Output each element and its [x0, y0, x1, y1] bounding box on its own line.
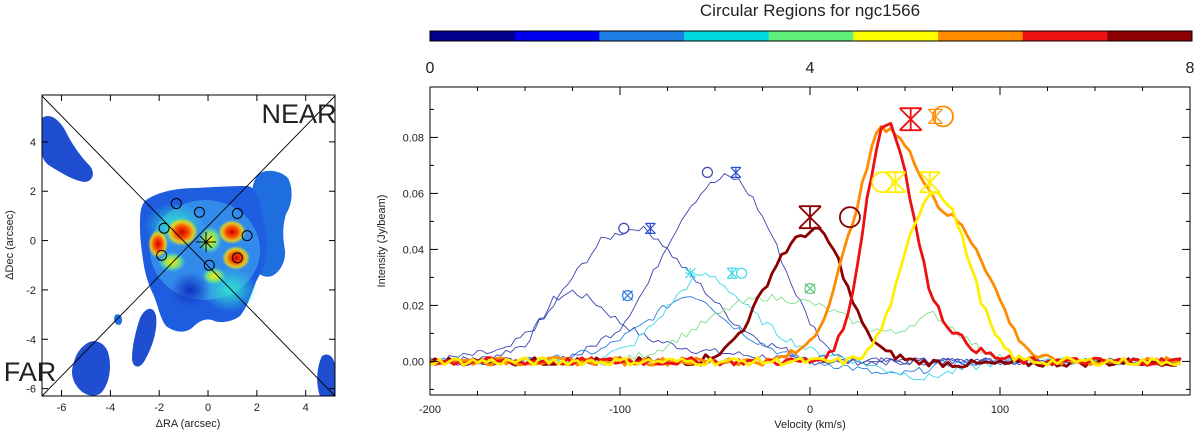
aperture-circle: [156, 249, 168, 261]
map-y-axis-label: ΔDec (arcsec): [4, 210, 16, 280]
sw-emission-patch: [132, 308, 157, 367]
aperture-circle: [170, 198, 182, 210]
spectrum-ticks: -200 -100 0 100 0.00 0.02 0.04 0.06 0.08: [403, 87, 1190, 416]
spec-y-tick-label: 0.06: [403, 188, 424, 200]
map-x-tick-label: 2: [254, 402, 260, 414]
yellow-knot-2: [158, 252, 186, 272]
small-patch-2: [114, 314, 123, 325]
yellow-knot-3: [202, 267, 226, 285]
marker-blue-c-circle: [701, 166, 714, 178]
marker-green-marker: [804, 283, 816, 295]
colorbar-segment: [938, 31, 1024, 41]
map-y-tick-label: -6: [26, 384, 36, 396]
marker-cyan-circle: [735, 267, 748, 279]
colorbar-label-max: 8: [1186, 60, 1195, 77]
spectrum-y-axis-label: Intensity (Jy/beam): [376, 195, 388, 288]
colorbar-segment: [514, 31, 600, 41]
red-knot-2: [218, 220, 246, 244]
colorbar-segment: [430, 31, 516, 41]
spec-y-tick-label: 0.02: [403, 300, 424, 312]
colorbar: [430, 31, 1193, 41]
far-label: FAR: [4, 357, 57, 387]
marker-cyan-star-b: [726, 267, 738, 279]
map-image: [42, 115, 335, 396]
spectra-markers: [618, 105, 954, 302]
spec-x-tick-label: 100: [991, 404, 1009, 416]
spectrum-x-axis-label: Velocity (km/s): [774, 419, 846, 431]
marker-yellow-star: [919, 171, 941, 194]
series-region-blue-a: [430, 289, 1181, 366]
series-region-green: [430, 294, 1181, 366]
aperture-circle: [231, 252, 243, 264]
series-region-blue-c: [430, 173, 1181, 366]
spec-y-tick-label: 0.08: [403, 132, 424, 144]
map-y-tick-label: 4: [30, 137, 36, 149]
s-emission-patch: [72, 341, 110, 396]
aperture-circle: [158, 222, 170, 234]
series-region-orange: [430, 125, 1181, 367]
colorbar-label-mid: 4: [806, 60, 815, 77]
deep-blob: [170, 272, 210, 308]
colorbar-segment: [1107, 31, 1193, 41]
colorbar-frame: [429, 30, 1193, 42]
colorbar-label-min: 0: [426, 60, 435, 77]
spectrum-frame: [429, 86, 1191, 396]
map-x-tick-label: 0: [205, 402, 211, 414]
aperture-circle: [241, 230, 253, 242]
marker-blue-b-circle: [618, 222, 630, 234]
aperture-circle: [203, 259, 215, 271]
spectra-lines: [430, 122, 1182, 381]
marker-orange-circle: [932, 105, 954, 128]
e-emission-patch: [317, 354, 335, 396]
nw-emission-patch: [42, 115, 93, 182]
spec-y-tick-label: 0.04: [403, 244, 424, 256]
colorbar-segment: [853, 31, 939, 41]
series-region-red: [430, 122, 1181, 367]
marker-red-star: [899, 107, 923, 132]
moment-map-panel: -6 -4 -2 0 2 4 -6 -4 -2 0 2 4 NEAR FAR ΔRA (arcsec)…: [4, 94, 337, 430]
near-label: NEAR: [261, 99, 336, 129]
aperture-circles: [156, 198, 253, 271]
marker-blue-d-marker: [621, 290, 634, 302]
near-far-diagonal-2: [41, 95, 336, 397]
spec-y-tick-label: 0.00: [403, 356, 424, 368]
map-y-tick-label: -4: [26, 334, 36, 346]
aperture-circle: [193, 206, 205, 218]
map-x-tick-label: -4: [105, 402, 115, 414]
marker-darkred-circle: [839, 206, 861, 229]
yellow-knot: [198, 226, 222, 254]
marker-darkred-star: [798, 205, 822, 230]
red-knot-1: [166, 218, 198, 246]
map-ticks: -6 -4 -2 0 2 4 -6 -4 -2 0 2 4: [26, 95, 335, 414]
map-x-tick-label: -2: [154, 402, 164, 414]
map-frame: [41, 94, 336, 397]
map-x-tick-label: -6: [57, 402, 67, 414]
spec-x-tick-label: 0: [807, 404, 813, 416]
marker-cyan-star-a: [684, 267, 696, 279]
map-x-tick-label: 4: [303, 402, 309, 414]
spectrum-panel: Circular Regions for ngc1566 0 4 8 -200-…: [376, 1, 1195, 431]
marker-yellow-circle: [871, 171, 894, 194]
aperture-circle: [231, 207, 243, 219]
map-y-tick-label: 2: [30, 186, 36, 198]
red-knot-3: [222, 246, 250, 270]
colorbar-segment: [599, 31, 685, 41]
map-y-tick-label: 0: [30, 236, 36, 248]
marker-yellow-box-x: [884, 171, 907, 194]
marker-blue-c-star: [730, 166, 742, 178]
series-region-yellow: [430, 191, 1181, 367]
chart-title: Circular Regions for ngc1566: [700, 1, 920, 20]
marker-orange-star: [927, 108, 943, 125]
map-y-tick-label: -2: [26, 285, 36, 297]
marker-blue-b-star: [644, 222, 656, 234]
colorbar-segment: [768, 31, 854, 41]
colorbar-segment: [684, 31, 770, 41]
spec-x-tick-label: -200: [419, 404, 441, 416]
colorbar-segment: [1022, 31, 1108, 41]
spec-x-tick-label: -100: [609, 404, 631, 416]
map-x-axis-label: ΔRA (arcsec): [156, 418, 221, 430]
